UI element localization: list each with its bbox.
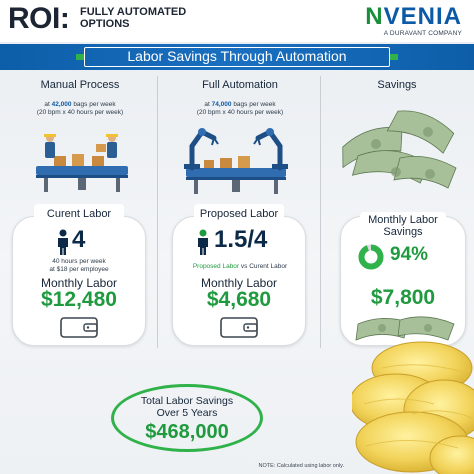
total-label-line-2: Over 5 Years xyxy=(156,407,218,419)
column-divider xyxy=(320,76,321,348)
savings-heading: Savings xyxy=(377,79,417,91)
compare-proposed: Proposed Labor xyxy=(192,263,240,270)
rate-value: 74,000 xyxy=(211,101,232,108)
rate-suffix: bags per week xyxy=(71,101,116,108)
compare-current: Curent Labor xyxy=(249,263,288,270)
cash-bills-illustration xyxy=(355,316,455,341)
automation-heading: Full Automation xyxy=(202,79,278,91)
total-savings-label: Total Labor Savings Over 5 Years xyxy=(120,395,254,419)
savings-percent: 94% xyxy=(390,244,429,265)
manual-rate: at 42,000 bags per week (20 bpm x 40 hou… xyxy=(10,101,150,117)
savings-title-line-2: Savings xyxy=(383,226,423,238)
current-monthly-label: Monthly Labor xyxy=(40,276,118,290)
page-subtitle: FULLY AUTOMATED OPTIONS xyxy=(80,6,186,30)
header: ROI: FULLY AUTOMATED OPTIONS NVENIA A DU… xyxy=(0,0,474,42)
logo-initial: N xyxy=(365,3,384,30)
detail-wage: at $18 per employee xyxy=(49,266,109,273)
rate-detail: (20 bpm x 40 hours per week) xyxy=(36,109,124,116)
current-labor-card xyxy=(12,216,146,346)
wallet-icon xyxy=(60,317,98,338)
labor-comparison: Proposed Labor vs Curent Labor xyxy=(178,263,302,271)
total-savings-ring xyxy=(111,384,263,452)
robot-line-illustration xyxy=(184,128,288,194)
manual-heading: Manual Process xyxy=(40,79,120,91)
rate-suffix: bags per week xyxy=(231,101,276,108)
automation-rate: at 74,000 bags per week (20 bpm x 40 hou… xyxy=(170,101,310,117)
column-divider xyxy=(157,76,158,348)
savings-title: Monthly Labor Savings xyxy=(360,212,446,240)
current-labor-title: Curent Labor xyxy=(34,204,124,224)
rate-value: 42,000 xyxy=(51,101,72,108)
banner-accent-right xyxy=(390,54,398,60)
total-savings-value: $468,000 xyxy=(145,421,229,443)
person-icon xyxy=(198,229,208,255)
cash-stack-illustration xyxy=(342,110,457,189)
page-title: ROI: xyxy=(8,2,70,35)
potato-chips-image xyxy=(352,341,474,474)
proposed-labor-title: Proposed Labor xyxy=(194,204,284,224)
logo-wordmark: NVENIA xyxy=(365,4,462,30)
savings-title-line-1: Monthly Labor xyxy=(368,214,438,226)
person-icon xyxy=(58,229,68,255)
subtitle-line-2: OPTIONS xyxy=(80,18,130,30)
logo-tagline: A DURAVANT COMPANY xyxy=(383,30,462,37)
current-workers: 4 xyxy=(72,226,86,253)
banner-title: Labor Savings Through Automation xyxy=(84,47,390,67)
proposed-monthly-label: Monthly Labor xyxy=(200,276,278,290)
detail-hours: 40 hours per week xyxy=(52,258,106,265)
logo-rest: VENIA xyxy=(383,3,462,30)
proposed-monthly-value: $4,680 xyxy=(206,288,272,311)
footnote: NOTE: Calculated using labor only. xyxy=(258,463,345,469)
wallet-icon xyxy=(220,317,258,338)
current-monthly-value: $12,480 xyxy=(41,288,117,311)
brand-logo: NVENIA A DURAVANT COMPANY xyxy=(365,4,462,38)
rate-prefix: at xyxy=(44,101,52,108)
subtitle-line-1: FULLY AUTOMATED xyxy=(80,6,187,18)
section-banner: Labor Savings Through Automation xyxy=(0,44,474,70)
savings-monthly-value: $7,800 xyxy=(370,286,436,309)
proposed-workers: 1.5/4 xyxy=(214,226,268,253)
savings-percent-ring xyxy=(358,244,384,270)
rate-detail: (20 bpm x 40 hours per week) xyxy=(196,109,284,116)
rate-prefix: at xyxy=(204,101,212,108)
total-label-line-1: Total Labor Savings xyxy=(140,395,234,407)
banner-accent-left xyxy=(76,54,84,60)
manual-line-illustration xyxy=(36,134,128,192)
compare-vs: vs xyxy=(239,263,250,270)
current-labor-detail: 40 hours per week at $18 per employee xyxy=(20,258,138,274)
